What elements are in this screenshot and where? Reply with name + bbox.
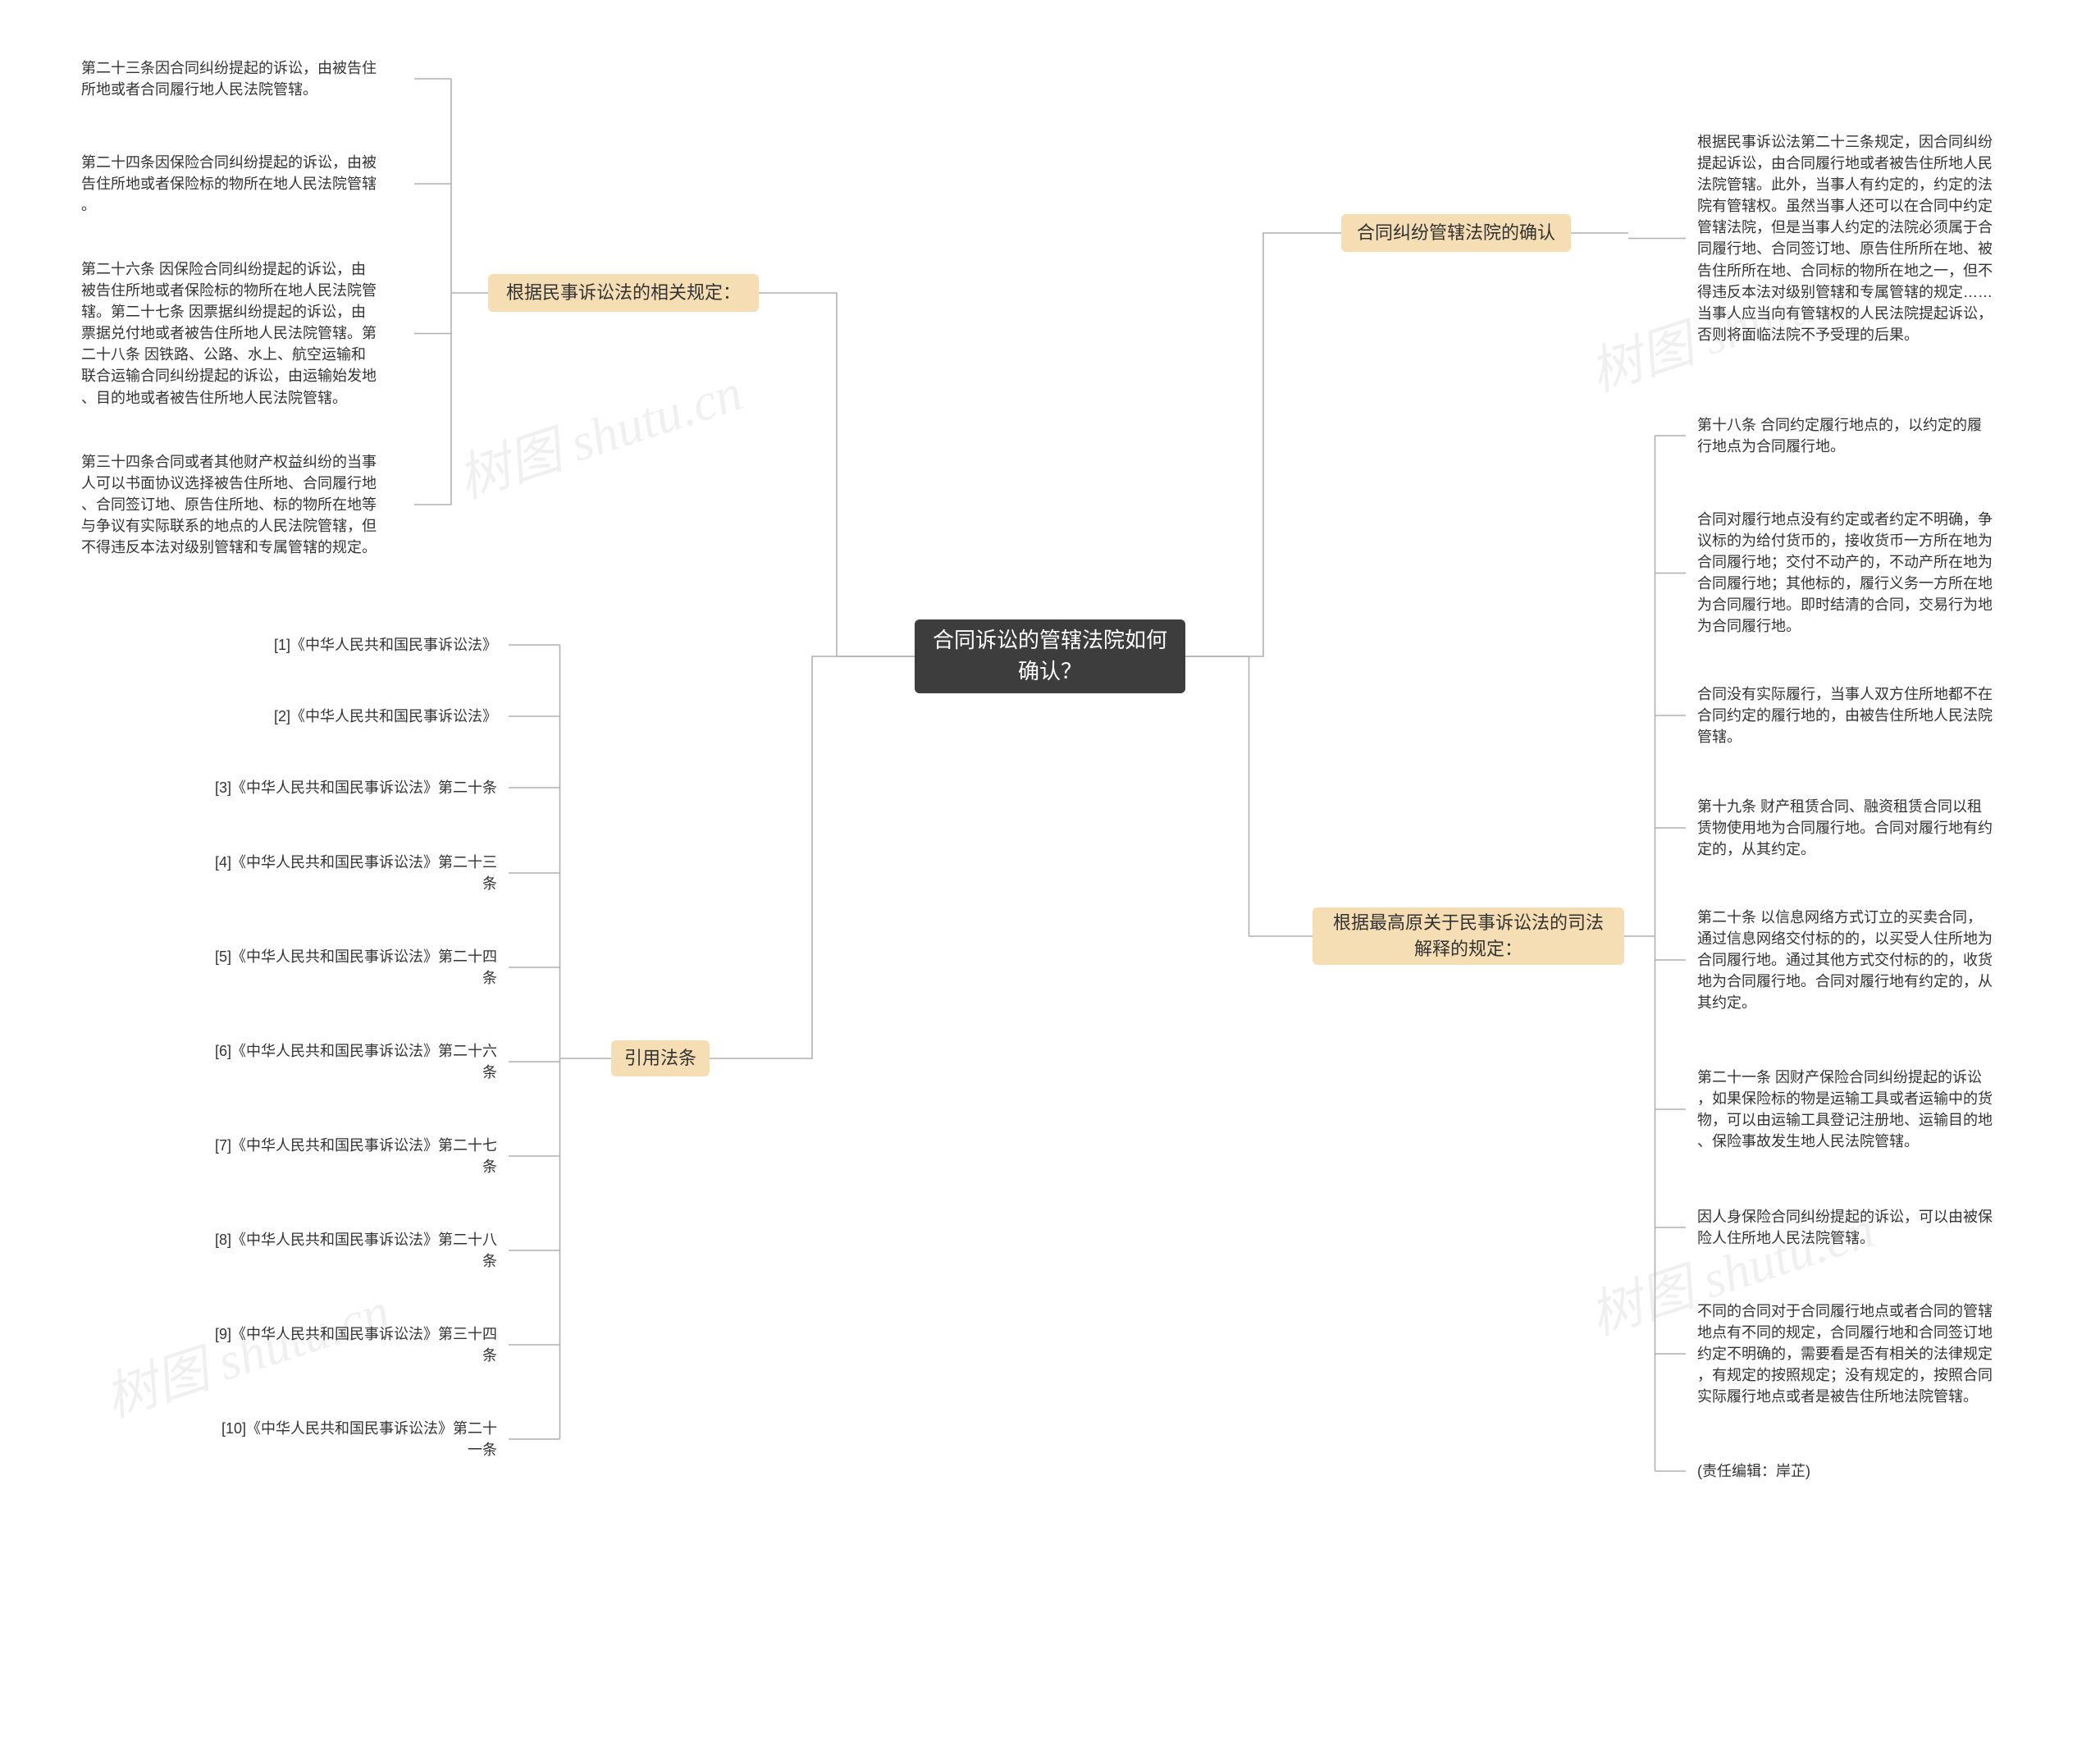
leaf-text: 不同的合同对于合同履行地点或者合同的管辖地点有不同的规定，合同履行地和合同签订地… [1697, 1303, 1993, 1405]
leaf-text: [4]《中华人民共和国民事诉讼法》第二十三条 [215, 854, 497, 892]
leaf-cite-2: [2]《中华人民共和国民事诉讼法》 [180, 697, 509, 735]
leaf-text: 第十八条 合同约定履行地点的，以约定的履行地点为合同履行地。 [1697, 417, 1982, 455]
root-label: 合同诉讼的管辖法院如何确认？ [933, 625, 1167, 687]
root-node: 合同诉讼的管辖法院如何确认？ [915, 619, 1185, 693]
leaf-text: 合同没有实际履行，当事人双方住所地都不在合同约定的履行地的，由被告住所地人民法院… [1697, 686, 1993, 745]
leaf-text: 第二十六条 因保险合同纠纷提起的诉讼，由被告住所地或者保险标的物所在地人民法院管… [81, 261, 377, 406]
leaf-editor: (责任编辑：岸芷) [1686, 1452, 2030, 1490]
watermark: 树图 shutu.cn [447, 350, 751, 513]
branch-label: 根据民事诉讼法的相关规定： [506, 280, 741, 306]
leaf-text: 第十九条 财产租赁合同、融资租赁合同以租赁物使用地为合同履行地。合同对履行地有约… [1697, 798, 1993, 857]
leaf-art24: 第二十四条因保险合同纠纷提起的诉讼，由被告住所地或者保险标的物所在地人民法院管辖… [70, 144, 414, 224]
leaf-no-performance: 合同没有实际履行，当事人双方住所地都不在合同约定的履行地的，由被告住所地人民法院… [1686, 675, 2030, 756]
leaf-text: [10]《中华人民共和国民事诉讼法》第二十一条 [221, 1420, 497, 1458]
leaf-text: 第三十四条合同或者其他财产权益纠纷的当事人可以书面协议选择被告住所地、合同履行地… [81, 454, 377, 555]
branch-label: 合同纠纷管辖法院的确认 [1357, 220, 1555, 246]
branch-label: 引用法条 [624, 1045, 696, 1072]
leaf-cite-10: [10]《中华人民共和国民事诉讼法》第二十一条 [164, 1410, 509, 1469]
leaf-text: 因人身保险合同纠纷提起的诉讼，可以由被保险人住所地人民法院管辖。 [1697, 1209, 1993, 1246]
leaf-text: 第二十一条 因财产保险合同纠纷提起的诉讼，如果保险标的物是运输工具或者运输中的货… [1697, 1069, 1993, 1149]
leaf-art19: 第十九条 财产租赁合同、融资租赁合同以租赁物使用地为合同履行地。合同对履行地有约… [1686, 788, 2030, 868]
leaf-cite-8: [8]《中华人民共和国民事诉讼法》第二十八条 [164, 1221, 509, 1280]
leaf-art18: 第十八条 合同约定履行地点的，以约定的履行地点为合同履行地。 [1686, 406, 2030, 465]
leaf-jurisdiction-summary: 根据民事诉讼法第二十三条规定，因合同纠纷提起诉讼，由合同履行地或者被告住所地人民… [1686, 123, 2030, 354]
leaf-cite-7: [7]《中华人民共和国民事诉讼法》第二十七条 [164, 1127, 509, 1186]
leaf-text: 第二十条 以信息网络方式订立的买卖合同，通过信息网络交付标的的，以买受人住所地为… [1697, 909, 1993, 1011]
leaf-text: 第二十三条因合同纠纷提起的诉讼，由被告住所地或者合同履行地人民法院管辖。 [81, 60, 377, 98]
leaf-text: [5]《中华人民共和国民事诉讼法》第二十四条 [215, 948, 497, 986]
leaf-text: [3]《中华人民共和国民事诉讼法》第二十条 [215, 779, 497, 796]
leaf-art23: 第二十三条因合同纠纷提起的诉讼，由被告住所地或者合同履行地人民法院管辖。 [70, 49, 414, 108]
leaf-art21: 第二十一条 因财产保险合同纠纷提起的诉讼，如果保险标的物是运输工具或者运输中的货… [1686, 1058, 2030, 1160]
leaf-text: [6]《中华人民共和国民事诉讼法》第二十六条 [215, 1043, 497, 1081]
leaf-text: [2]《中华人民共和国民事诉讼法》 [274, 708, 497, 724]
leaf-text: [9]《中华人民共和国民事诉讼法》第三十四条 [215, 1326, 497, 1364]
mindmap-canvas: 树图 shutu.cn 树图 shutu.cn 树图 shutu.cn 树图 s… [0, 0, 2100, 1755]
branch-judicial-interpretation: 根据最高原关于民事诉讼法的司法解释的规定： [1312, 907, 1624, 965]
leaf-cite-3: [3]《中华人民共和国民事诉讼法》第二十条 [131, 769, 509, 807]
leaf-cite-4: [4]《中华人民共和国民事诉讼法》第二十三条 [164, 843, 509, 903]
leaf-text: 根据民事诉讼法第二十三条规定，因合同纠纷提起诉讼，由合同履行地或者被告住所地人民… [1697, 134, 1993, 343]
branch-citations: 引用法条 [611, 1040, 710, 1076]
leaf-text: 第二十四条因保险合同纠纷提起的诉讼，由被告住所地或者保险标的物所在地人民法院管辖… [81, 154, 377, 213]
leaf-text: 合同对履行地点没有约定或者约定不明确，争议标的为给付货币的，接收货币一方所在地为… [1697, 511, 1993, 634]
leaf-art26-28: 第二十六条 因保险合同纠纷提起的诉讼，由被告住所地或者保险标的物所在地人民法院管… [70, 250, 414, 417]
leaf-different-contracts: 不同的合同对于合同履行地点或者合同的管辖地点有不同的规定，合同履行地和合同签订地… [1686, 1292, 2030, 1415]
leaf-cite-9: [9]《中华人民共和国民事诉讼法》第三十四条 [164, 1315, 509, 1374]
branch-jurisdiction-confirm: 合同纠纷管辖法院的确认 [1341, 214, 1571, 252]
leaf-art20: 第二十条 以信息网络方式订立的买卖合同，通过信息网络交付标的的，以买受人住所地为… [1686, 898, 2030, 1021]
leaf-art34: 第三十四条合同或者其他财产权益纠纷的当事人可以书面协议选择被告住所地、合同履行地… [70, 443, 414, 566]
leaf-life-insurance: 因人身保险合同纠纷提起的诉讼，可以由被保险人住所地人民法院管辖。 [1686, 1198, 2030, 1257]
leaf-cite-5: [5]《中华人民共和国民事诉讼法》第二十四条 [164, 938, 509, 997]
leaf-performance-rule: 合同对履行地点没有约定或者约定不明确，争议标的为给付货币的，接收货币一方所在地为… [1686, 500, 2030, 646]
leaf-cite-1: [1]《中华人民共和国民事诉讼法》 [180, 626, 509, 664]
leaf-text: [1]《中华人民共和国民事诉讼法》 [274, 637, 497, 653]
leaf-text: [8]《中华人民共和国民事诉讼法》第二十八条 [215, 1232, 497, 1269]
leaf-text: (责任编辑：岸芷) [1697, 1463, 1810, 1479]
branch-civil-procedure-law: 根据民事诉讼法的相关规定： [488, 274, 759, 312]
branch-label: 根据最高原关于民事诉讼法的司法解释的规定： [1333, 910, 1604, 962]
leaf-text: [7]《中华人民共和国民事诉讼法》第二十七条 [215, 1137, 497, 1175]
leaf-cite-6: [6]《中华人民共和国民事诉讼法》第二十六条 [164, 1032, 509, 1091]
